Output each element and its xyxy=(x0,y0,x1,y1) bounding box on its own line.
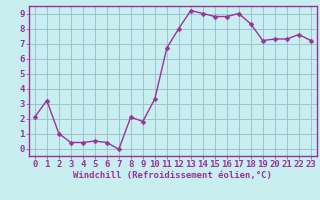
X-axis label: Windchill (Refroidissement éolien,°C): Windchill (Refroidissement éolien,°C) xyxy=(73,171,272,180)
